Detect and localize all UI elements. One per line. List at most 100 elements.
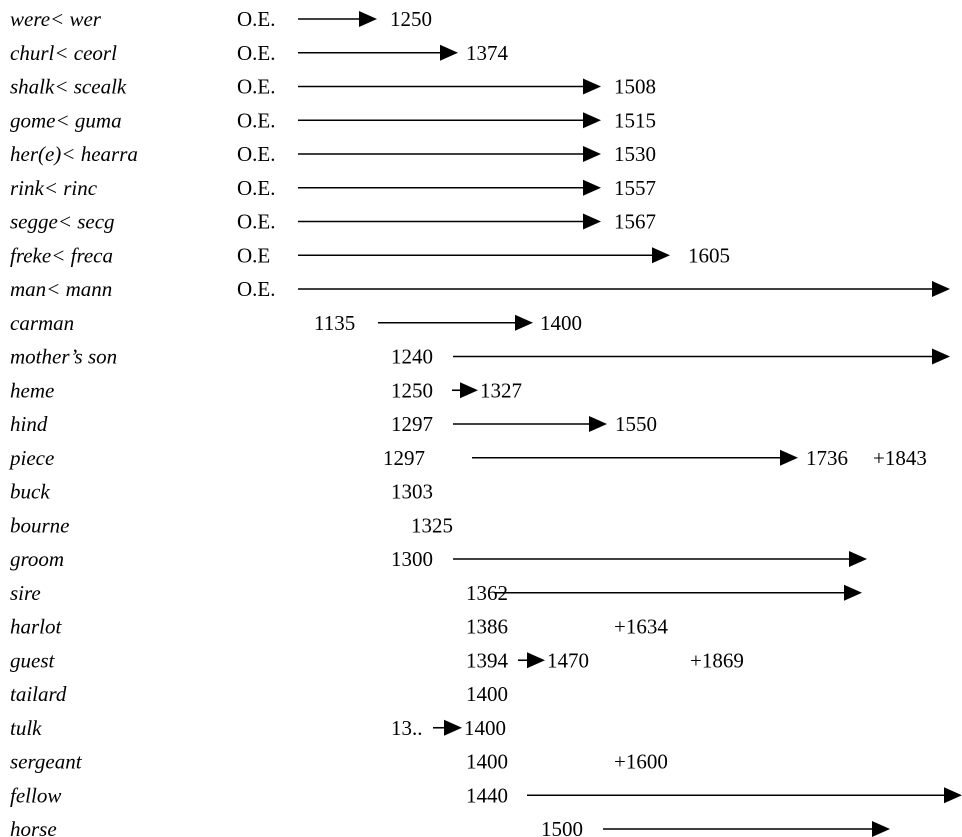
arrow-head (589, 416, 607, 432)
timeline-row: bourne 1325 (10, 513, 453, 537)
end-date: 1400 (540, 311, 582, 335)
end-date: 1327 (480, 378, 522, 402)
word-label: freke< freca (10, 243, 113, 267)
word-label: her(e)< hearra (10, 142, 138, 166)
arrow-head (359, 11, 377, 27)
start-date: O.E (237, 243, 270, 267)
later-date-note: +1869 (690, 648, 744, 672)
start-date: 1400 (466, 682, 508, 706)
end-date: 1550 (615, 412, 657, 436)
timeline-row: piece 1297 1736 +1843 (8, 446, 927, 470)
word-label: tailard (10, 682, 67, 706)
start-date: O.E. (237, 142, 276, 166)
start-date: 1500 (541, 817, 583, 837)
word-label: shalk< scealk (10, 75, 127, 99)
timeline-row: groom 1300 (10, 547, 867, 571)
arrow-head (440, 44, 458, 61)
start-date: O.E. (237, 108, 276, 132)
arrow-head (583, 112, 601, 129)
word-label: fellow (10, 783, 61, 807)
start-date: 1440 (466, 783, 508, 807)
later-date-note: +1634 (614, 615, 668, 639)
word-label: gome< guma (10, 108, 122, 132)
arrow-head (932, 281, 950, 297)
word-label: rink< rinc (10, 176, 98, 200)
timeline-row: horse 1500 (10, 817, 890, 837)
word-label: bourne (10, 513, 70, 537)
arrow-head (515, 314, 533, 331)
end-date: 1374 (466, 41, 509, 65)
start-date: O.E. (237, 7, 276, 31)
timeline-row: fellow 1440 (10, 783, 962, 807)
timeline-row: churl< ceorl O.E. 1374 (10, 41, 509, 65)
word-label: sire (10, 581, 41, 605)
word-label: mother’s son (10, 345, 117, 369)
end-date: 1605 (688, 243, 730, 267)
start-date: 1297 (391, 412, 433, 436)
start-date: 1400 (466, 750, 508, 774)
timeline-row: man< mann O.E. (10, 277, 950, 301)
start-date: 1303 (391, 480, 433, 504)
start-date: 1240 (391, 345, 433, 369)
timeline-row: segge< secg O.E. 1567 (10, 210, 656, 234)
start-date: 1297 (383, 446, 425, 470)
start-date: O.E. (237, 210, 276, 234)
timeline-row: sire 1362 (10, 581, 862, 605)
arrow-head (527, 652, 545, 669)
end-date: 1515 (614, 108, 656, 132)
arrow-head (444, 719, 462, 736)
arrow-head (944, 787, 962, 804)
word-label: harlot (10, 615, 63, 639)
word-label: tulk (10, 716, 42, 740)
timeline-row: guest 1394 1470 +1869 (10, 648, 744, 672)
end-date: 1736 (806, 446, 848, 470)
arrow-head (583, 179, 601, 196)
arrow-head (780, 449, 798, 466)
word-label: groom (10, 547, 64, 571)
end-date: 1250 (390, 7, 432, 31)
timeline-row: shalk< scealk O.E. 1508 (10, 75, 656, 99)
start-date: 1300 (391, 547, 433, 571)
end-date: 1567 (614, 210, 656, 234)
word-label: guest (10, 648, 55, 672)
timeline-row: gome< guma O.E. 1515 (10, 108, 656, 132)
word-label: piece (8, 446, 54, 470)
start-date: 1394 (466, 648, 509, 672)
timeline-row: her(e)< hearra O.E. 1530 (10, 142, 656, 166)
start-date: 1325 (411, 513, 453, 537)
timeline-row: carman 1135 1400 (10, 311, 582, 335)
timeline-row: hind 1297 1550 (10, 412, 657, 436)
timeline-row: rink< rinc O.E. 1557 (10, 176, 656, 200)
arrow-head (872, 821, 890, 837)
arrow-head (844, 584, 862, 601)
end-date: 1508 (614, 75, 656, 99)
start-date: 1250 (391, 378, 433, 402)
later-date-note: +1843 (873, 446, 927, 470)
start-date: O.E. (237, 176, 276, 200)
end-date: 1530 (614, 142, 656, 166)
end-date: 1557 (614, 176, 656, 200)
timeline-row: buck 1303 (10, 480, 433, 504)
end-date: 1470 (547, 648, 589, 672)
word-label: segge< secg (10, 210, 115, 234)
arrow-head (652, 247, 670, 264)
arrow-head (932, 348, 950, 365)
timeline-row: freke< freca O.E 1605 (10, 243, 730, 267)
start-date: 1386 (466, 615, 508, 639)
word-label: hind (10, 412, 48, 436)
word-label: horse (10, 817, 57, 837)
word-label: churl< ceorl (10, 41, 117, 65)
arrow-head (583, 213, 601, 230)
timeline-row: harlot 1386 +1634 (10, 615, 668, 639)
start-date: 1135 (314, 311, 355, 335)
timeline-row: sergeant 1400 +1600 (10, 750, 668, 774)
word-label: were< wer (10, 7, 102, 31)
timeline-row: were< wer O.E. 1250 (10, 7, 432, 31)
timeline-row: heme 1250 1327 (10, 378, 522, 402)
timeline-row: mother’s son 1240 (10, 345, 950, 369)
arrow-head (849, 551, 867, 567)
start-date: O.E. (237, 41, 276, 65)
end-date: 1400 (464, 716, 506, 740)
timeline-row: tailard 1400 (10, 682, 508, 706)
